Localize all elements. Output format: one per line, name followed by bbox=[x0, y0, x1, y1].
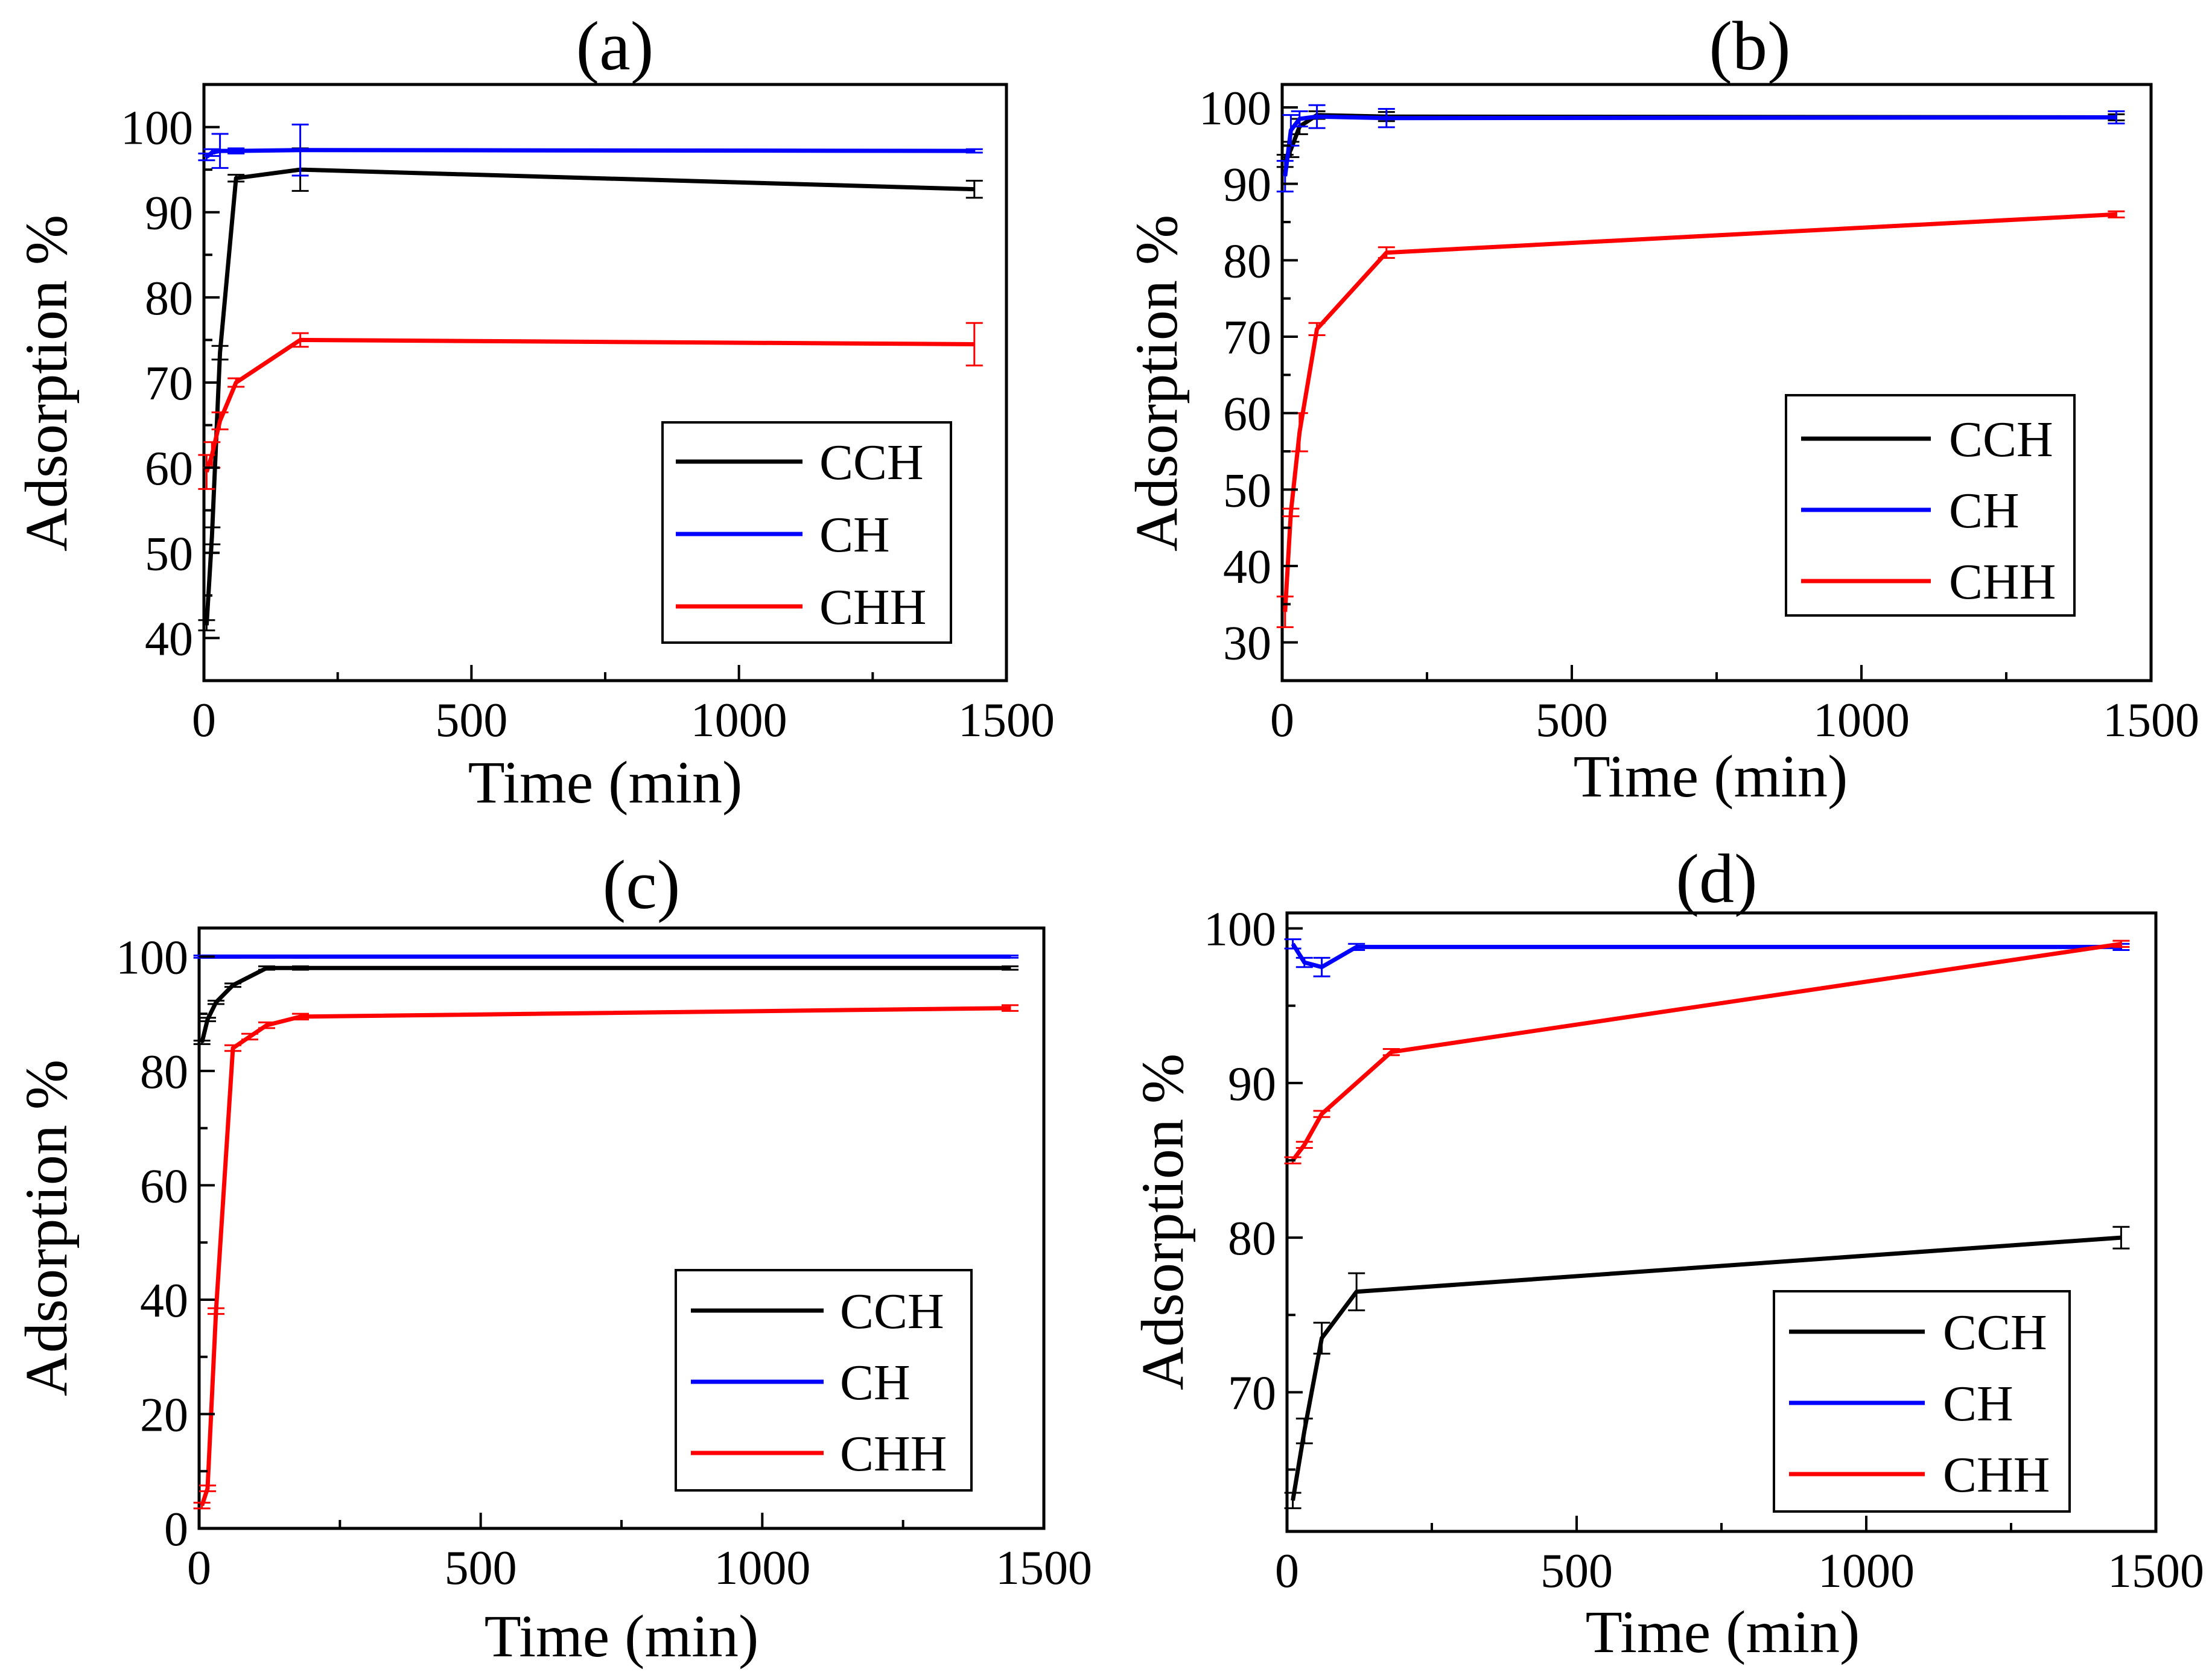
legend-label-cch: CCH bbox=[1943, 1305, 2047, 1361]
y-tick-label: 90 bbox=[1223, 159, 1271, 212]
y-tick-label: 40 bbox=[145, 612, 193, 666]
y-tick-label: 60 bbox=[145, 442, 193, 495]
series-line-ch bbox=[205, 148, 974, 159]
panel-label: (b) bbox=[1709, 8, 1790, 85]
series-marks bbox=[1284, 938, 2130, 1510]
y-tick-label: 100 bbox=[1199, 82, 1271, 135]
panel-label: (a) bbox=[576, 8, 654, 85]
legend-label-cch: CCH bbox=[819, 434, 924, 491]
y-tick-label: 60 bbox=[140, 1160, 188, 1213]
axis-ticks: 0 500 1000 1500 0 20 40 60 80 100 bbox=[116, 931, 1092, 1595]
panel-b: 0 500 1000 1500 30 40 50 60 70 80 90 100 (b) Time (… bbox=[1123, 8, 2199, 810]
y-tick-label: 50 bbox=[145, 527, 193, 580]
legend: CCH CH CHH bbox=[1773, 1290, 2071, 1513]
series-line-cch bbox=[204, 167, 974, 626]
y-tick-label: 100 bbox=[121, 102, 193, 155]
y-tick-label: 70 bbox=[1228, 1367, 1276, 1420]
panel-label: (d) bbox=[1676, 841, 1757, 918]
series-marks bbox=[1276, 104, 2125, 628]
y-tick-label: 50 bbox=[1223, 464, 1271, 517]
x-tick-label: 1500 bbox=[996, 1542, 1092, 1595]
y-axis-title: Adsorption % bbox=[13, 215, 80, 552]
series-line-chh bbox=[1283, 212, 2117, 612]
y-tick-label: 40 bbox=[140, 1274, 188, 1327]
x-tick-label: 1000 bbox=[1818, 1545, 1915, 1598]
y-tick-label: 70 bbox=[1223, 311, 1271, 364]
x-tick-label: 1000 bbox=[714, 1542, 810, 1595]
series-line-chh bbox=[200, 1006, 1011, 1507]
y-tick-label: 70 bbox=[145, 357, 193, 410]
y-tick-label: 80 bbox=[1228, 1212, 1276, 1265]
x-tick-label: 1000 bbox=[1813, 694, 1910, 747]
legend-label-ch: CH bbox=[1949, 483, 2020, 539]
legend-label-ch: CH bbox=[819, 507, 890, 563]
series-marks bbox=[198, 123, 983, 632]
series-line-cch bbox=[200, 965, 1010, 1043]
x-tick-label: 500 bbox=[1536, 694, 1608, 747]
y-axis-title: Adsorption % bbox=[13, 1060, 80, 1396]
legend-label-chh: CHH bbox=[1943, 1447, 2050, 1503]
y-tick-label: 60 bbox=[1223, 388, 1271, 441]
series-line-ch bbox=[1291, 942, 2121, 970]
panel-a: 0 500 1000 1500 40 50 60 70 80 90 100 (a) Time (mi… bbox=[13, 8, 1055, 816]
y-tick-label: 90 bbox=[145, 187, 193, 240]
x-tick-label: 1500 bbox=[2103, 694, 2199, 747]
legend-frame bbox=[1785, 394, 2076, 617]
x-axis-title: Time (min) bbox=[485, 1603, 759, 1670]
y-tick-label: 40 bbox=[1223, 541, 1271, 594]
panel-label: (c) bbox=[603, 847, 681, 924]
legend: CCH CH CHH bbox=[675, 1269, 973, 1492]
y-tick-label: 0 bbox=[164, 1503, 188, 1556]
legend-label-cch: CCH bbox=[840, 1283, 944, 1340]
y-tick-label: 90 bbox=[1228, 1058, 1276, 1111]
legend: CCH CH CHH bbox=[1785, 394, 2076, 617]
legend-label-chh: CHH bbox=[1949, 554, 2056, 610]
y-tick-label: 30 bbox=[1223, 617, 1271, 670]
y-axis-title: Adsorption % bbox=[1129, 1054, 1196, 1390]
y-tick-label: 80 bbox=[1223, 235, 1271, 288]
y-axis-title: Adsorption % bbox=[1123, 215, 1190, 552]
x-tick-label: 1500 bbox=[958, 694, 1055, 747]
x-tick-label: 0 bbox=[1270, 694, 1294, 747]
series-line-chh bbox=[1291, 941, 2121, 1162]
x-tick-label: 1000 bbox=[691, 694, 787, 747]
legend-label-chh: CHH bbox=[840, 1426, 947, 1482]
x-tick-label: 1500 bbox=[2108, 1545, 2204, 1598]
y-tick-label: 20 bbox=[140, 1388, 188, 1442]
panel-d: 0 500 1000 1500 70 80 90 100 (d) Time (min) Ads… bbox=[1129, 841, 2204, 1665]
x-tick-label: 0 bbox=[1275, 1545, 1299, 1598]
axis-ticks: 0 500 1000 1500 40 50 60 70 80 90 100 bbox=[121, 102, 1055, 747]
series-line-cch bbox=[1291, 1235, 2121, 1501]
y-tick-label: 80 bbox=[145, 272, 193, 325]
y-tick-label: 100 bbox=[116, 931, 188, 984]
x-axis-title: Time (min) bbox=[1586, 1598, 1860, 1665]
x-tick-label: 500 bbox=[435, 694, 507, 747]
axis-ticks: 0 500 1000 1500 30 40 50 60 70 80 90 100 bbox=[1199, 82, 2199, 747]
x-tick-label: 0 bbox=[187, 1542, 211, 1595]
y-tick-label: 80 bbox=[140, 1046, 188, 1099]
series-line-ch bbox=[1283, 114, 2117, 177]
x-tick-label: 0 bbox=[192, 694, 216, 747]
axis-ticks: 0 500 1000 1500 70 80 90 100 bbox=[1204, 903, 2204, 1598]
legend-label-cch: CCH bbox=[1949, 412, 2053, 468]
x-axis-title: Time (min) bbox=[1574, 743, 1848, 810]
x-axis-title: Time (min) bbox=[468, 749, 743, 816]
legend-label-chh: CHH bbox=[819, 579, 926, 635]
x-tick-label: 500 bbox=[445, 1542, 517, 1595]
legend-label-ch: CH bbox=[1943, 1376, 2013, 1432]
legend-label-ch: CH bbox=[840, 1355, 911, 1411]
legend: CCH CH CHH bbox=[661, 421, 952, 644]
x-tick-label: 500 bbox=[1540, 1545, 1613, 1598]
series-line-chh bbox=[205, 337, 974, 473]
y-tick-label: 100 bbox=[1204, 903, 1276, 956]
